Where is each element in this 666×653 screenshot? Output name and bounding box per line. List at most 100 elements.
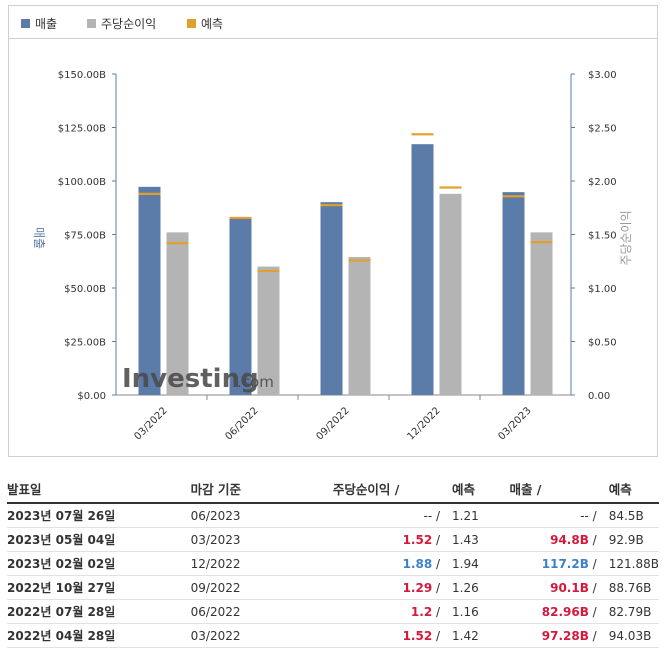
row-revenue: 90.1B: [550, 580, 589, 595]
row-eps: --: [423, 508, 433, 523]
row-revenue-slash: /: [588, 604, 597, 619]
eps-bar: [439, 193, 462, 395]
row-period: 03/2023: [190, 527, 333, 552]
legend-item-forecast[interactable]: 예측: [187, 15, 223, 32]
x-tick-label: 06/2022: [223, 405, 260, 442]
table-row: 2023년 05월 04일 03/2023 1.52 /1.43 94.8B /92.…: [7, 527, 659, 552]
row-revenue-forecast: 88.76B: [596, 575, 659, 600]
table-row: 2023년 02월 02일 12/2022 1.88 /1.94 117.2B /12…: [7, 551, 659, 576]
legend-item-eps[interactable]: 주당순이익: [87, 15, 156, 32]
left-tick-label: $125.00B: [58, 124, 106, 135]
row-eps: 1.29: [402, 580, 433, 595]
right-tick-label: $1.50: [588, 231, 617, 242]
bar-chart: $0.00 $25.00B $50.00B $75.00B $100.00B $125.0…: [32, 70, 633, 442]
table-row: 2022년 04월 28일 03/2022 1.52 /1.42 97.28B /94…: [7, 623, 659, 648]
legend-label-revenue: 매출: [35, 17, 58, 31]
right-axis-title: 주당순이익: [619, 210, 633, 265]
eps-forecast-marker: [439, 186, 462, 189]
left-tick-label: $150.00B: [58, 70, 106, 81]
row-revenue-slash: /: [588, 556, 597, 571]
row-eps-cell: 1.52 /: [332, 527, 441, 552]
revenue-bar: [320, 202, 343, 395]
row-revenue: 94.8B: [550, 532, 589, 547]
revenue-bar: [138, 186, 161, 395]
revenue-forecast-marker: [411, 133, 434, 136]
row-revenue-slash: /: [588, 628, 597, 643]
eps-forecast-marker: [348, 259, 371, 262]
revenue-forecast-marker: [138, 192, 161, 195]
col-header-revenue[interactable]: 매출 /: [509, 474, 597, 504]
row-period: 06/2022: [190, 599, 333, 624]
right-tick-label: $2.00: [588, 177, 617, 188]
revenue-bar: [411, 144, 434, 395]
x-tick-label: 12/2022: [405, 405, 442, 442]
col-header-date[interactable]: 발표일: [7, 474, 191, 504]
right-tick-label: $1.00: [588, 284, 617, 295]
table-body: 2023년 07월 26일 06/2023 -- /1.21 -- /84.5B 202…: [7, 503, 659, 648]
left-tick-label: $0.00: [77, 391, 106, 402]
earnings-table: 발표일 마감 기준 주당순이익 / 예측 매출 / 예측 2023년 07월 2…: [7, 474, 659, 648]
row-eps-cell: 1.88 /: [332, 551, 441, 576]
right-tick-label: $0.50: [588, 338, 617, 349]
row-revenue-forecast: 82.79B: [596, 599, 659, 624]
row-period: 09/2022: [190, 575, 333, 600]
right-tick-label: $2.50: [588, 124, 617, 135]
row-eps-cell: 1.2 /: [332, 599, 441, 624]
legend-swatch-eps: [87, 19, 96, 28]
chart-legend: 매출 주당순이익 예측: [9, 6, 657, 39]
x-tick-label: 03/2022: [132, 405, 169, 442]
legend-swatch-revenue: [21, 19, 30, 28]
row-revenue-cell: 94.8B /: [509, 527, 597, 552]
col-header-eps-forecast[interactable]: 예측: [440, 474, 510, 504]
row-revenue-forecast: 92.9B: [596, 527, 659, 552]
row-date: 2022년 10월 27일: [7, 575, 191, 600]
row-period: 06/2023: [190, 503, 333, 528]
watermark-main: Investing: [122, 364, 259, 394]
x-tick-label: 09/2022: [314, 405, 351, 442]
row-eps-forecast: 1.43: [440, 527, 510, 552]
table-header-row: 발표일 마감 기준 주당순이익 / 예측 매출 / 예측: [7, 474, 659, 504]
row-eps-slash: /: [432, 532, 441, 547]
row-eps-slash: /: [432, 508, 441, 523]
col-header-period[interactable]: 마감 기준: [190, 474, 333, 504]
row-period: 03/2022: [190, 623, 333, 648]
investing-watermark: Investing .com: [122, 364, 274, 394]
col-header-eps[interactable]: 주당순이익 /: [332, 474, 441, 504]
eps-bar: [348, 256, 371, 395]
col-header-revenue-forecast[interactable]: 예측: [596, 474, 659, 504]
eps-forecast-marker: [530, 240, 553, 244]
eps-bar: [530, 232, 553, 395]
revenue-forecast-marker: [229, 216, 252, 220]
row-eps: 1.52: [402, 628, 433, 643]
row-revenue: 117.2B: [541, 556, 589, 571]
row-date: 2023년 05월 04일: [7, 527, 191, 552]
table-row: 2023년 07월 26일 06/2023 -- /1.21 -- /84.5B: [7, 503, 659, 528]
right-tick-label: $3.00: [588, 70, 617, 81]
row-date: 2023년 07월 26일: [7, 503, 191, 528]
row-revenue-cell: 90.1B /: [509, 575, 597, 600]
row-revenue-slash: /: [588, 532, 597, 547]
revenue-bar: [229, 217, 252, 395]
row-eps-cell: 1.29 /: [332, 575, 441, 600]
row-eps-slash: /: [432, 604, 441, 619]
row-eps: 1.2: [410, 604, 433, 619]
left-tick-label: $75.00B: [64, 231, 106, 242]
row-revenue-cell: -- /: [509, 503, 597, 528]
legend-label-forecast: 예측: [201, 17, 224, 31]
row-revenue: 97.28B: [541, 628, 589, 643]
left-tick-label: $25.00B: [64, 338, 106, 349]
row-eps-slash: /: [432, 580, 441, 595]
legend-label-eps: 주당순이익: [101, 17, 157, 31]
legend-item-revenue[interactable]: 매출: [21, 15, 57, 32]
table-row: 2022년 07월 28일 06/2022 1.2 /1.16 82.96B /82.…: [7, 599, 659, 624]
row-eps-forecast: 1.26: [440, 575, 510, 600]
eps-bar: [257, 266, 280, 395]
row-revenue-forecast: 121.88B: [596, 551, 659, 576]
left-tick-label: $50.00B: [64, 284, 106, 295]
row-revenue-cell: 117.2B /: [509, 551, 597, 576]
row-eps-forecast: 1.94: [440, 551, 510, 576]
row-eps-forecast: 1.21: [440, 503, 510, 528]
row-revenue-slash: /: [588, 508, 597, 523]
row-eps: 1.52: [402, 532, 433, 547]
right-tick-label: 0.00: [588, 391, 610, 402]
